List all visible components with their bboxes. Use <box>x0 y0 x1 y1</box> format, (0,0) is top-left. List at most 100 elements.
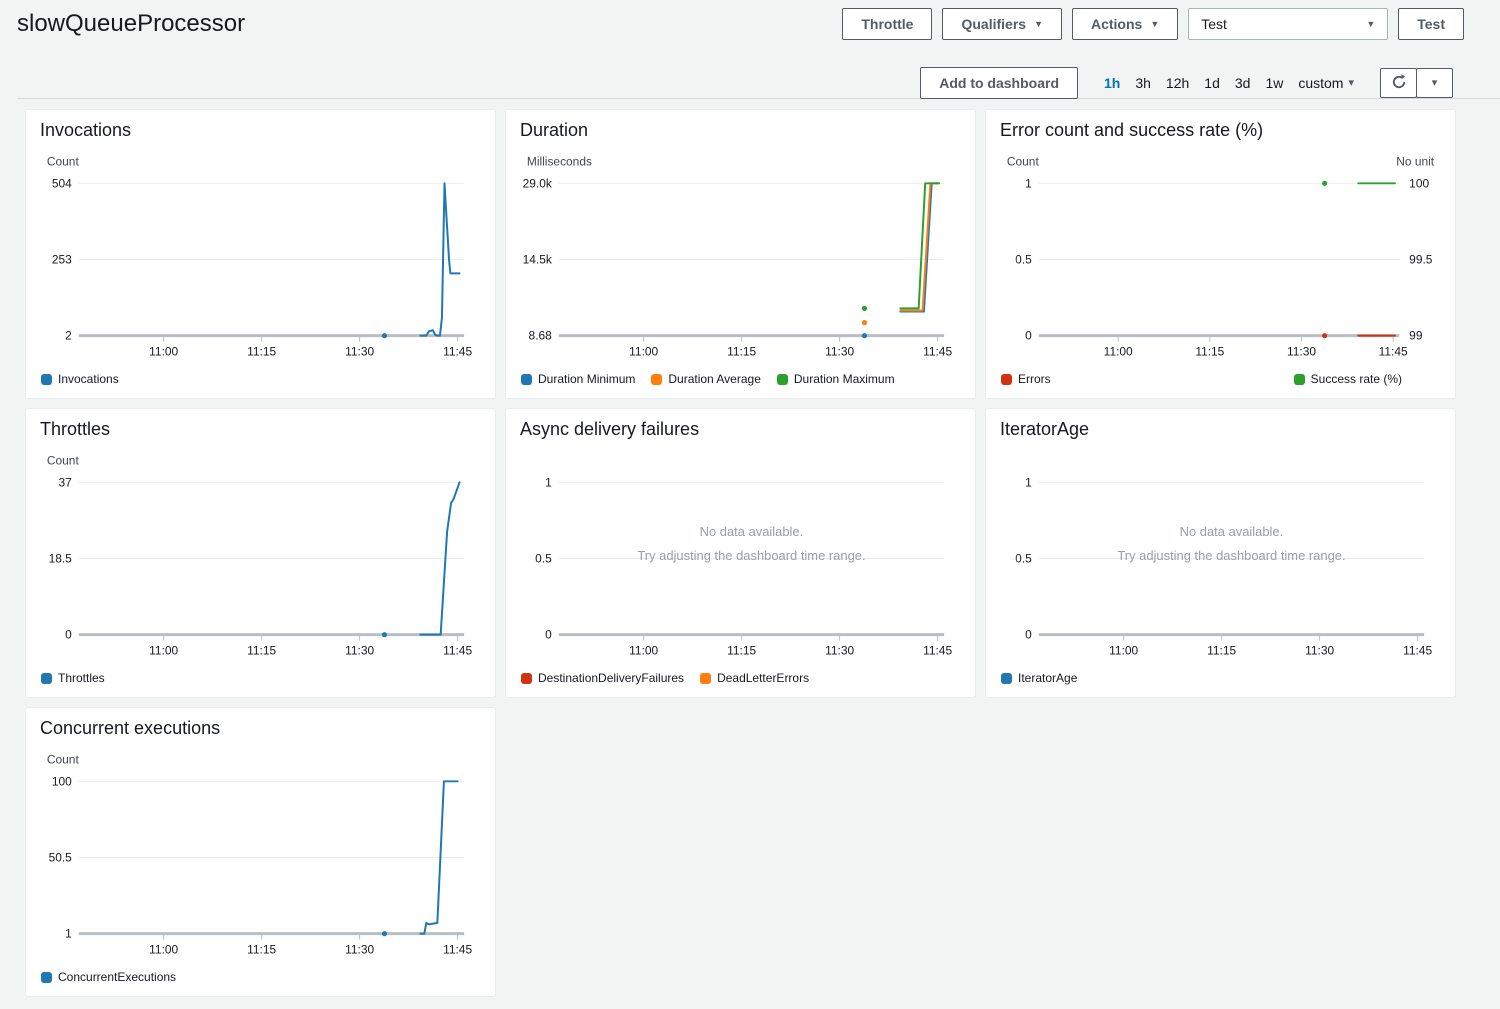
refresh-options-dropdown-button[interactable]: ▾ <box>1416 68 1453 98</box>
svg-text:0.5: 0.5 <box>535 551 552 565</box>
legend-item-errors[interactable]: Errors <box>1001 372 1051 386</box>
chart-plot[interactable]: 1 0.5 0 11:00 11:15 11:30 11:45 No data availab… <box>506 448 975 663</box>
legend-item-duration-maximum[interactable]: Duration Maximum <box>776 372 895 386</box>
legend-item-iteratorage[interactable]: IteratorAge <box>1001 671 1077 685</box>
test-event-select[interactable]: Test ▼ <box>1188 8 1389 40</box>
svg-text:No unit: No unit <box>1396 154 1435 168</box>
legend-swatch <box>521 373 532 385</box>
chart-plot[interactable]: Count 37 18.5 0 11:00 11:15 11:30 11:45 <box>26 448 495 663</box>
chart-axes: 504 253 2 11:00 11:15 11:30 11:45 <box>52 176 473 358</box>
chevron-down-icon: ▼ <box>1366 18 1376 29</box>
page-header: slowQueueProcessor Throttle Qualifiers ▼… <box>0 0 1500 60</box>
chart-legend: Invocations <box>41 372 481 386</box>
legend-item-success-rate[interactable]: Success rate (%) <box>1293 372 1402 386</box>
svg-text:11:15: 11:15 <box>1195 345 1224 359</box>
legend-label: Duration Average <box>668 372 761 386</box>
svg-text:11:00: 11:00 <box>149 345 178 359</box>
chart-title: Concurrent executions <box>40 718 221 738</box>
chart-legend: IteratorAge <box>1001 671 1441 685</box>
series-throttles <box>381 481 461 638</box>
legend-label: Errors <box>1018 372 1051 386</box>
time-range-3h[interactable]: 3h <box>1135 75 1151 91</box>
svg-text:Count: Count <box>1007 154 1040 168</box>
svg-text:37: 37 <box>59 475 73 489</box>
header-actions: Throttle Qualifiers ▼ Actions ▼ Test ▼ T… <box>842 8 1464 40</box>
svg-text:Count: Count <box>47 752 80 766</box>
dashboard-toolbar: Add to dashboard 1h 3h 12h 1d 3d 1w cust… <box>17 67 1500 99</box>
svg-text:11:30: 11:30 <box>1287 345 1316 359</box>
chart-plot[interactable]: 1 0.5 0 11:00 11:15 11:30 11:45 No data availab… <box>986 448 1455 663</box>
svg-text:11:45: 11:45 <box>443 345 472 359</box>
svg-text:11:45: 11:45 <box>923 345 952 359</box>
legend-label: Throttles <box>58 671 105 685</box>
chart-axes: 1 0.5 0 11:00 11:15 11:30 11:45 <box>1015 475 1432 657</box>
legend-label: IteratorAge <box>1018 671 1078 685</box>
legend-swatch <box>1001 672 1012 684</box>
chart-panel-async-delivery-failures: Async delivery failures 1 0.5 0 11:00 11:15 1… <box>505 408 976 698</box>
series-duration-minimum <box>861 182 940 339</box>
time-range-1h[interactable]: 1h <box>1104 75 1121 91</box>
no-data-message: No data available. Try adjusting the dash… <box>1117 524 1345 563</box>
refresh-button-group: ▾ <box>1380 68 1453 98</box>
svg-text:11:15: 11:15 <box>247 644 276 658</box>
svg-text:0: 0 <box>1025 329 1032 343</box>
time-range-custom[interactable]: custom ▾ <box>1298 75 1354 91</box>
chart-axes: 100 50.5 1 11:00 11:15 11:30 11:45 <box>49 774 473 956</box>
test-button[interactable]: Test <box>1398 8 1464 40</box>
svg-text:Milliseconds: Milliseconds <box>527 154 592 168</box>
chart-title: Throttles <box>40 419 111 439</box>
time-range-1d[interactable]: 1d <box>1204 75 1220 91</box>
chart-legend: Duration Minimum Duration Average Duration… <box>521 372 961 386</box>
svg-text:11:45: 11:45 <box>443 943 472 957</box>
chevron-down-icon: ▼ <box>1150 18 1160 29</box>
chart-plot[interactable]: Milliseconds 29.0k 14.5k 8.68 11:00 11:15 11:3… <box>506 149 975 364</box>
add-to-dashboard-button[interactable]: Add to dashboard <box>920 67 1078 99</box>
chart-title: IteratorAge <box>1000 419 1090 439</box>
charts-grid: Invocations Count 504 253 2 11:00 11:15 11:30 1… <box>25 109 1456 997</box>
throttle-button[interactable]: Throttle <box>842 8 933 40</box>
time-range-12h[interactable]: 12h <box>1165 75 1190 91</box>
svg-text:11:15: 11:15 <box>247 345 276 359</box>
legend-item-invocations[interactable]: Invocations <box>41 372 119 386</box>
chart-plot[interactable]: Count No unit 1 0.5 0 100 99.5 99 11:00 11:15 11:3… <box>986 149 1455 364</box>
svg-text:18.5: 18.5 <box>49 551 73 565</box>
chart-panel-iteratorage: IteratorAge 1 0.5 0 11:00 11:15 11:30 11:45 No … <box>985 408 1456 698</box>
time-range-3d[interactable]: 3d <box>1234 75 1251 91</box>
svg-text:99.5: 99.5 <box>1409 252 1433 266</box>
svg-text:11:30: 11:30 <box>1305 644 1334 658</box>
custom-range-label: custom <box>1298 75 1344 91</box>
legend-item-destinationdeliveryfailures[interactable]: DestinationDeliveryFailures <box>521 671 684 685</box>
legend-label: Duration Maximum <box>793 372 895 386</box>
chart-legend: DestinationDeliveryFailures DeadLetterErr… <box>521 671 961 685</box>
chart-panel-error-count-and-success-rate: Error count and success rate (%) Count No… <box>985 109 1456 399</box>
chevron-down-icon: ▼ <box>1034 18 1043 29</box>
chart-panel-duration: Duration Milliseconds 29.0k 14.5k 8.68 11:00… <box>505 109 976 399</box>
legend-item-concurrentexecutions[interactable]: ConcurrentExecutions <box>41 970 176 984</box>
legend-swatch <box>41 672 52 684</box>
chart-panel-throttles: Throttles Count 37 18.5 0 11:00 11:15 11:30 11:… <box>25 408 496 698</box>
page-title: slowQueueProcessor <box>17 10 246 37</box>
svg-text:11:00: 11:00 <box>1109 644 1138 658</box>
toolbar-divider: Add to dashboard 1h 3h 12h 1d 3d 1w cust… <box>17 67 1500 99</box>
chart-plot[interactable]: Count 100 50.5 1 11:00 11:15 11:30 11:45 <box>26 747 495 962</box>
svg-text:0: 0 <box>1025 628 1032 642</box>
series-errors <box>1322 333 1396 339</box>
qualifiers-dropdown-button[interactable]: Qualifiers ▼ <box>942 8 1062 40</box>
refresh-button[interactable] <box>1380 68 1417 98</box>
legend-item-throttles[interactable]: Throttles <box>41 671 105 685</box>
chart-plot[interactable]: Count 504 253 2 11:00 11:15 11:30 11:45 <box>26 149 495 364</box>
legend-swatch <box>700 672 712 684</box>
legend-item-duration-minimum[interactable]: Duration Minimum <box>521 372 635 386</box>
chart-panel-concurrent-executions: Concurrent executions Count 100 50.5 1 11:00… <box>25 707 496 997</box>
svg-text:1: 1 <box>545 475 552 489</box>
chart-title: Duration <box>520 120 589 140</box>
legend-item-duration-average[interactable]: Duration Average <box>651 372 761 386</box>
svg-text:504: 504 <box>52 176 72 190</box>
test-button-label: Test <box>1417 16 1445 32</box>
time-range-1w[interactable]: 1w <box>1265 75 1284 91</box>
legend-swatch <box>651 373 663 385</box>
legend-label: DeadLetterErrors <box>717 671 810 685</box>
legend-item-deadlettererrors[interactable]: DeadLetterErrors <box>700 671 809 685</box>
actions-dropdown-button[interactable]: Actions ▼ <box>1071 8 1179 40</box>
svg-text:Try adjusting the dashboard ti: Try adjusting the dashboard time range. <box>637 548 865 563</box>
